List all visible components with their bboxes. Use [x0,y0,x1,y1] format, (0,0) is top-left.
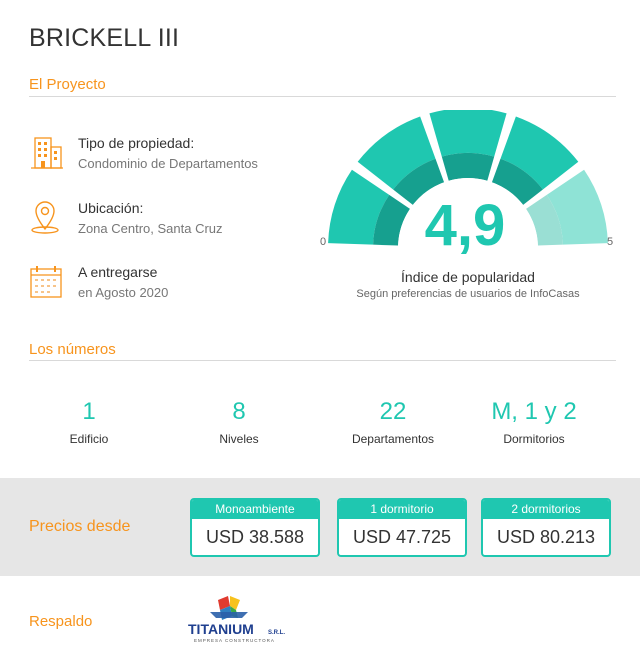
gauge-subtitle: Según preferencias de usuarios de InfoCa… [356,288,580,300]
gauge-segment-outer [357,116,436,190]
price-card-1-bedroom[interactable]: 1 dormitorio USD 47.725 [337,498,467,557]
price-value: USD 47.725 [352,527,452,547]
info-value: en Agosto 2020 [78,285,169,300]
stat-label: Dormitorios [503,432,565,446]
info-property-type: Tipo de propiedad: Condominio de Departa… [29,135,299,179]
page-title: BRICKELL III [29,24,180,52]
gauge-segment-inner [373,194,410,246]
section-divider [29,96,616,97]
gauge-max-label: 5 [607,236,614,248]
gauge-segment-inner [441,153,495,181]
stat-bedrooms: M, 1 y 2 Dormitorios [464,398,604,446]
gauge-segment-outer [328,169,390,245]
gauge-score: 4,9 [424,193,506,258]
logo-wordmark: TITANIUM [188,621,254,637]
titanium-logo[interactable]: TITANIUM S.R.L. EMPRESA CONSTRUCTORA [188,596,292,646]
stat-value: 22 [379,398,407,425]
popularity-gauge [328,110,608,248]
stat-label: Edificio [69,432,109,446]
section-heading-numbers: Los números [29,341,116,358]
stat-label: Niveles [219,432,259,446]
info-label: Ubicación: [78,200,144,216]
info-location: Ubicación: Zona Centro, Santa Cruz [29,200,299,244]
price-value: USD 38.588 [205,527,305,547]
building-icon [31,137,63,169]
stat-label: Departamentos [351,432,435,446]
price-type: 1 dormitorio [339,500,465,519]
info-delivery: A entregarse en Agosto 2020 [29,264,299,308]
gauge-segment-inner [526,194,563,246]
backing-heading: Respaldo [29,613,93,630]
price-type: 2 dormitorios [483,500,609,519]
gauge-title: Índice de popularidad [401,269,535,285]
info-label: Tipo de propiedad: [78,135,195,151]
price-card-2-bedrooms[interactable]: 2 dormitorios USD 80.213 [481,498,611,557]
gauge-segment-inner [491,158,543,205]
info-label: A entregarse [78,264,158,280]
gauge-min-label: 0 [320,236,327,248]
info-value: Condominio de Departamentos [78,156,258,171]
price-card-studio[interactable]: Monoambiente USD 38.588 [190,498,320,557]
prices-heading: Precios desde [29,518,131,535]
stat-apartments: 22 Departamentos [323,398,463,446]
gauge-center [398,178,538,248]
stat-levels: 8 Niveles [169,398,309,446]
section-heading-project: El Proyecto [29,76,106,93]
location-pin-icon [31,201,59,234]
price-type: Monoambiente [192,500,318,519]
gauge-segment-outer [500,116,579,190]
logo-tagline: EMPRESA CONSTRUCTORA [194,638,275,643]
stat-value: 8 [232,398,246,425]
info-value: Zona Centro, Santa Cruz [78,221,223,236]
price-value: USD 80.213 [496,527,596,547]
stat-buildings: 1 Edificio [19,398,159,446]
gauge-segment-outer [429,110,507,157]
stat-value: M, 1 y 2 [491,398,577,425]
gauge-segment-outer [546,169,608,245]
calendar-icon [30,266,62,298]
section-divider [29,360,616,361]
stat-value: 1 [82,398,96,425]
gauge-segment-inner [393,158,445,205]
logo-suffix: S.R.L. [268,630,285,636]
